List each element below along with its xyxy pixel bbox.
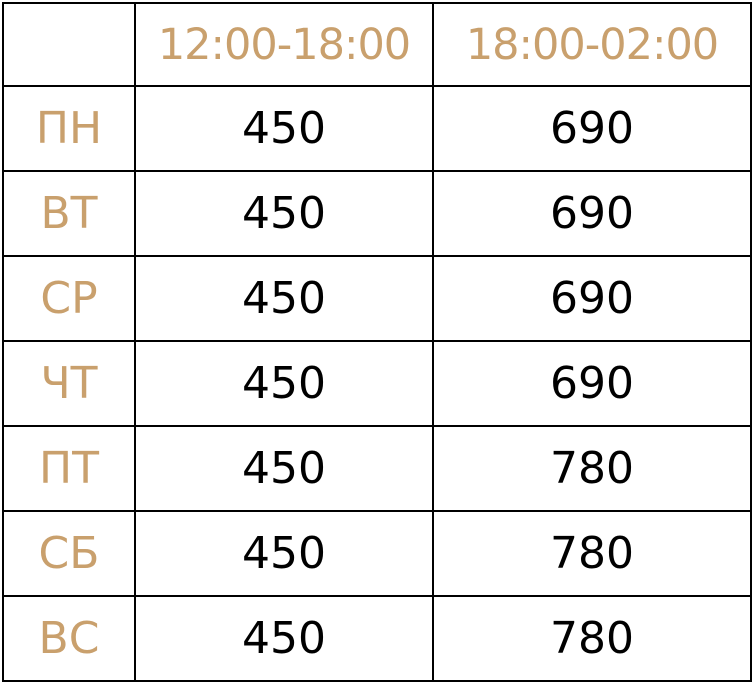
table-row: ВС 450 780: [2, 595, 752, 682]
table-row: ПТ 450 780: [2, 425, 752, 512]
column-header-night: 18:00-02:00: [432, 2, 752, 87]
day-label: ПТ: [2, 425, 136, 512]
day-label: ВТ: [2, 170, 136, 257]
day-label: ЧТ: [2, 340, 136, 427]
price-night: 780: [432, 510, 752, 597]
table-row: СР 450 690: [2, 255, 752, 342]
corner-cell: [2, 2, 136, 87]
day-label: СР: [2, 255, 136, 342]
price-night: 690: [432, 255, 752, 342]
table-row: ПН 450 690: [2, 85, 752, 172]
table-row: ЧТ 450 690: [2, 340, 752, 427]
day-label: СБ: [2, 510, 136, 597]
table-row: ВТ 450 690: [2, 170, 752, 257]
price-night: 690: [432, 340, 752, 427]
price-night: 690: [432, 85, 752, 172]
day-label: ВС: [2, 595, 136, 682]
column-header-afternoon: 12:00-18:00: [134, 2, 434, 87]
table-row: СБ 450 780: [2, 510, 752, 597]
price-afternoon: 450: [134, 255, 434, 342]
price-night: 690: [432, 170, 752, 257]
price-afternoon: 450: [134, 170, 434, 257]
price-afternoon: 450: [134, 340, 434, 427]
price-afternoon: 450: [134, 85, 434, 172]
price-night: 780: [432, 595, 752, 682]
price-night: 780: [432, 425, 752, 512]
header-row: 12:00-18:00 18:00-02:00: [2, 2, 752, 87]
day-label: ПН: [2, 85, 136, 172]
price-afternoon: 450: [134, 510, 434, 597]
price-afternoon: 450: [134, 425, 434, 512]
price-afternoon: 450: [134, 595, 434, 682]
